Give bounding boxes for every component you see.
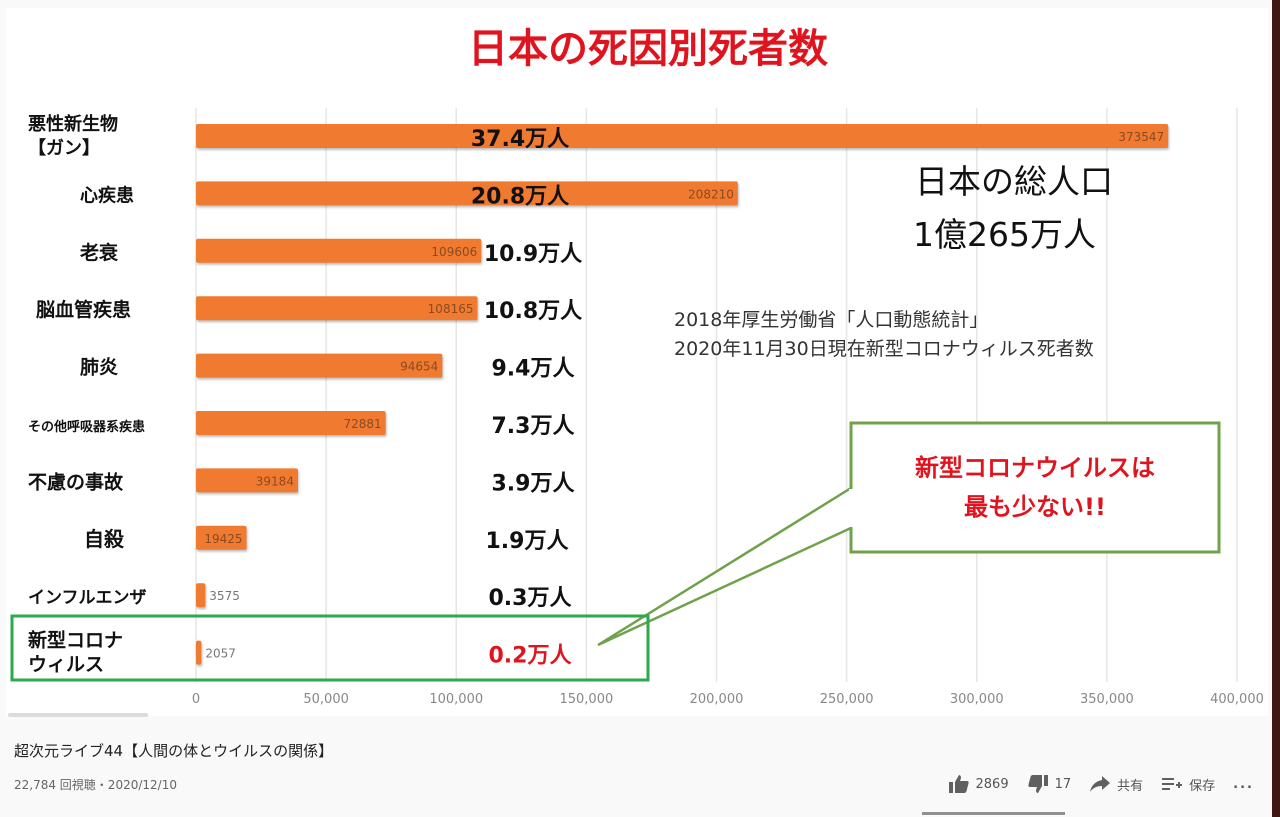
source-note-line1: 2018年厚生労働省「人口動態統計」	[674, 309, 988, 331]
save-label: 保存	[1189, 778, 1216, 794]
deaths-annotation: 20.8万人	[471, 184, 569, 209]
category-label: 肺炎	[80, 357, 118, 379]
like-ratio-bar	[922, 812, 1065, 815]
bar-value-label: 39184	[256, 474, 294, 488]
category-label: 脳血管疾患	[35, 298, 131, 321]
bar-value-label: 19425	[204, 532, 242, 546]
deaths-annotation: 10.8万人	[484, 299, 582, 324]
dislike-button[interactable]: 17	[1027, 774, 1072, 794]
like-button[interactable]: 2869	[948, 774, 1009, 794]
deaths-annotation: 0.2万人	[489, 644, 572, 669]
deaths-annotation: 3.9万人	[492, 471, 575, 496]
window-edge	[1272, 0, 1280, 817]
bar	[196, 296, 478, 321]
video-views-date: 22,784 回視聴・2020/12/10	[14, 778, 177, 792]
video-title[interactable]: 超次元ライブ44【人間の体とウイルスの関係】	[14, 742, 334, 760]
population-note-line1: 日本の総人口	[915, 162, 1113, 201]
share-arrow-icon	[1090, 776, 1111, 792]
deaths-annotation: 37.4万人	[471, 127, 569, 152]
bar-value-label: 2057	[205, 647, 236, 661]
bar	[196, 411, 386, 435]
video-info: 超次元ライブ44【人間の体とウイルスの関係】 22,784 回視聴・2020/1…	[14, 736, 1264, 816]
horizontal-scrollbar[interactable]	[8, 713, 148, 717]
callout-box	[849, 421, 1221, 554]
thumbs-down-icon	[1027, 775, 1048, 793]
x-tick-label: 100,000	[429, 692, 483, 707]
covid-highlight-box	[10, 614, 650, 682]
deaths-annotation: 10.9万人	[484, 242, 582, 267]
deaths-annotation: 0.3万人	[489, 586, 572, 611]
x-tick-label: 350,000	[1080, 692, 1134, 707]
category-label: 【ガン】	[28, 138, 100, 159]
like-count: 2869	[975, 776, 1009, 792]
share-button[interactable]: 共有	[1089, 775, 1143, 794]
thumbs-up-icon	[948, 775, 969, 793]
bar-value-label: 3575	[209, 589, 240, 603]
deaths-annotation: 7.3万人	[492, 414, 575, 439]
bar-value-label: 373547	[1118, 130, 1164, 144]
category-label: 自殺	[84, 527, 125, 551]
bar	[196, 640, 202, 665]
video-actions: 2869 17 共有 保存 ...	[948, 774, 1255, 794]
bar	[196, 181, 738, 206]
bar-value-label: 72881	[343, 417, 381, 431]
callout-line1: 新型コロナウイルスは	[915, 454, 1155, 482]
x-tick-label: 400,000	[1210, 692, 1264, 707]
callout-pointer	[597, 485, 853, 647]
category-label: 心疾患	[80, 184, 134, 206]
bar-value-label: 109606	[431, 245, 477, 259]
dislike-count: 17	[1054, 776, 1072, 792]
x-tick-label: 50,000	[303, 692, 349, 707]
x-tick-label: 0	[192, 692, 200, 707]
more-options-button[interactable]: ...	[1233, 777, 1254, 792]
bar	[196, 353, 443, 378]
x-tick-label: 250,000	[820, 692, 874, 707]
chart-title: 日本の死因別死者数	[468, 26, 828, 72]
bar-value-label: 94654	[400, 360, 438, 374]
more-icon: ...	[1233, 776, 1254, 792]
category-label: ウィルス	[28, 654, 104, 676]
category-label: 新型コロナ	[28, 629, 123, 652]
x-tick-label: 150,000	[559, 692, 613, 707]
share-label: 共有	[1117, 778, 1144, 794]
population-note-line2: 1億265万人	[913, 215, 1096, 254]
bar	[196, 124, 1169, 148]
callout-line2: 最も少ない!!	[964, 493, 1106, 521]
x-tick-label: 200,000	[690, 692, 744, 707]
bar-value-label: 108165	[428, 302, 474, 316]
bar	[196, 468, 298, 493]
x-tick-label: 300,000	[950, 692, 1004, 707]
category-label: 不慮の事故	[28, 470, 124, 493]
deaths-annotation: 9.4万人	[492, 357, 575, 382]
category-label: 老衰	[80, 241, 119, 264]
save-button[interactable]: 保存	[1161, 775, 1215, 794]
bar	[196, 525, 247, 550]
bar-value-label: 208210	[688, 187, 734, 201]
bar	[196, 583, 206, 608]
playlist-add-icon	[1162, 778, 1183, 790]
deaths-annotation: 1.9万人	[486, 529, 569, 554]
bar	[196, 238, 482, 263]
category-label: その他呼吸器系疾患	[28, 419, 145, 435]
category-label: インフルエンザ	[28, 588, 147, 608]
category-label: 悪性新生物	[28, 113, 118, 135]
source-note-line2: 2020年11月30日現在新型コロナウィルス死者数	[674, 338, 1094, 360]
